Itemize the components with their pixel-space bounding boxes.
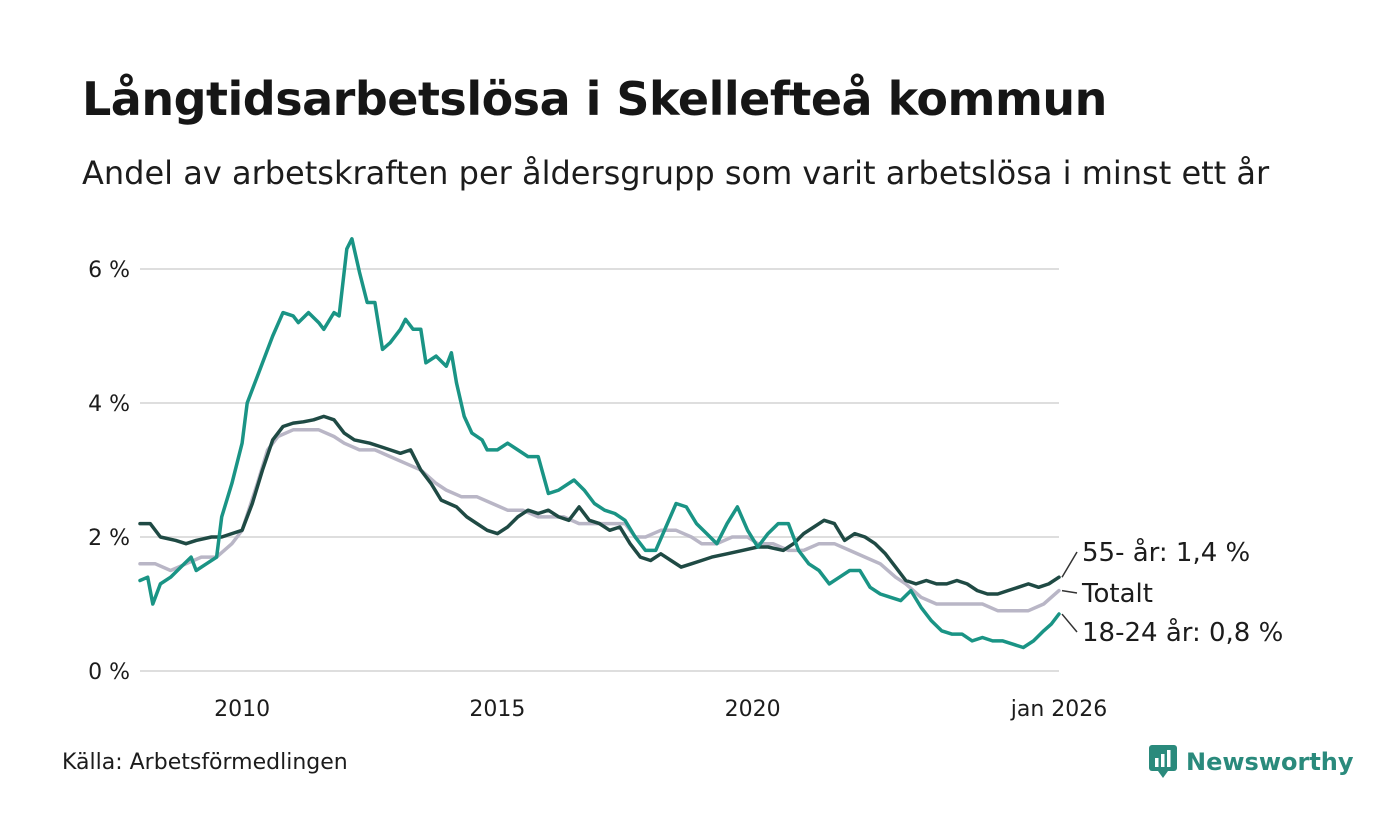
series-line-1 <box>138 414 1061 596</box>
newsworthy-logo-icon <box>1149 745 1177 778</box>
series-layer <box>138 237 1061 650</box>
x-tick-label: 2020 <box>725 697 781 722</box>
x-axis-labels: 2010 2015 2020 jan 2026 <box>214 697 1107 722</box>
y-tick-label: 2 % <box>88 526 130 551</box>
chart-subtitle: Andel av arbetskraften per åldersgrupp s… <box>82 154 1270 192</box>
source-note: Källa: Arbetsförmedlingen <box>62 750 348 775</box>
end-label-connector <box>1061 613 1078 633</box>
chart-title: Långtidsarbetslösa i Skellefteå kommun <box>82 72 1107 126</box>
end-labels: Totalt 55- år: 1,4 % 18-24 år: 0,8 % <box>1061 537 1283 648</box>
end-label: 18-24 år: 0,8 % <box>1082 617 1283 648</box>
y-tick-label: 0 % <box>88 660 130 685</box>
brand-logo: Newsworthy <box>1148 744 1354 780</box>
y-tick-label: 6 % <box>88 258 130 283</box>
end-label: Totalt <box>1081 579 1153 609</box>
y-tick-label: 4 % <box>88 392 130 417</box>
y-axis-labels: 0 % 2 % 4 % 6 % <box>88 258 130 685</box>
x-tick-label: jan 2026 <box>1010 697 1108 722</box>
grid-layer <box>140 268 1059 672</box>
x-tick-label: 2010 <box>214 697 270 722</box>
end-label: 55- år: 1,4 % <box>1082 537 1250 568</box>
brand-name: Newsworthy <box>1186 748 1354 776</box>
x-tick-label: 2015 <box>469 697 525 722</box>
end-label-connector <box>1061 589 1078 594</box>
series-line-2 <box>138 237 1061 650</box>
end-label-connector <box>1061 551 1078 578</box>
